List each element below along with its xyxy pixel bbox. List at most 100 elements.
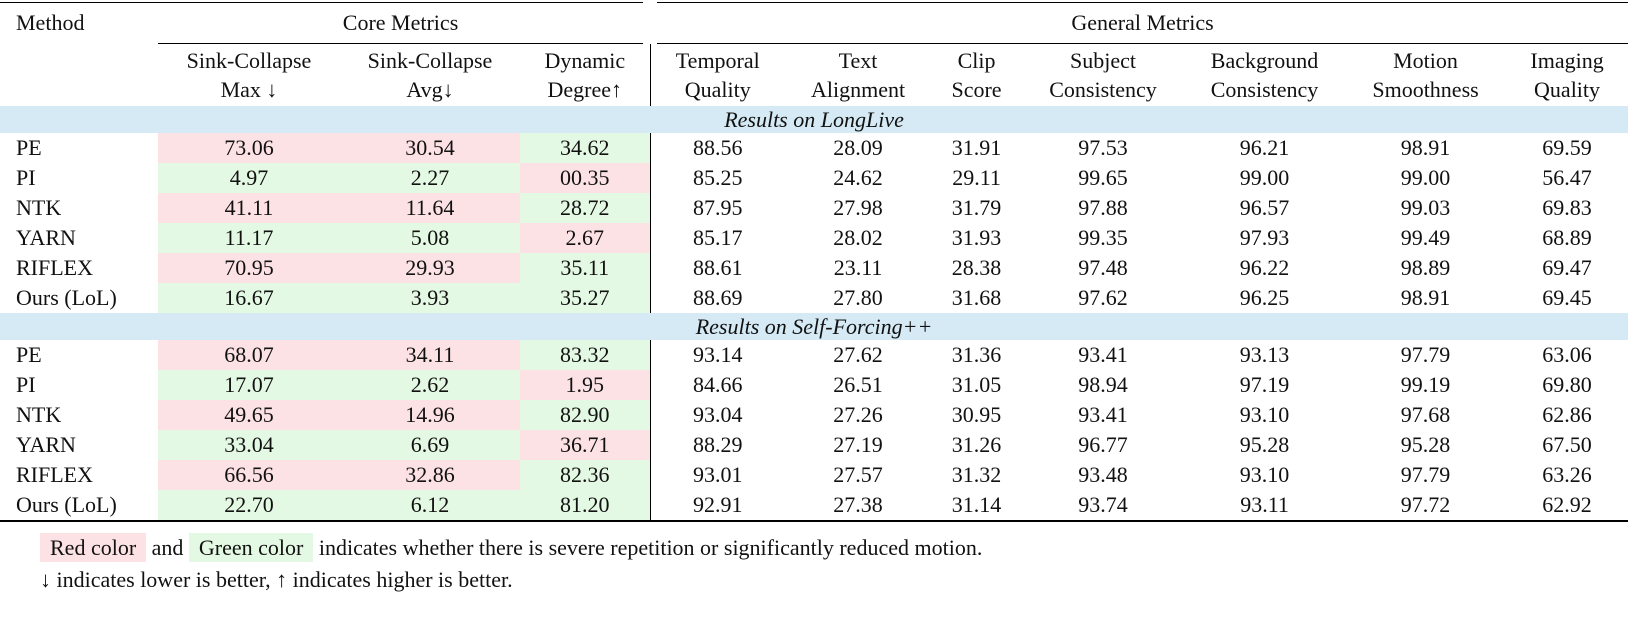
data-row: Ours (LoL) 16.67 3.93 35.27 88.69 27.80 31.68 9… xyxy=(0,283,1628,313)
value-cell: 88.29 xyxy=(693,432,743,457)
value-cell: 63.06 xyxy=(1542,342,1592,367)
value-cell: 97.48 xyxy=(1078,255,1128,280)
group-header: General Metrics xyxy=(643,2,1629,44)
value-cell: 16.67 xyxy=(158,283,340,313)
column-header-line: Avg↓ xyxy=(406,77,454,102)
section-title: Results on Self-Forcing++ xyxy=(0,313,1629,340)
method-name: PI xyxy=(16,372,36,397)
value-cell: 88.61 xyxy=(693,255,743,280)
value-cell: 93.74 xyxy=(1078,492,1128,517)
column-header-line: Clip xyxy=(957,48,996,73)
value-cell: 96.25 xyxy=(1239,285,1290,310)
value-cell: 63.26 xyxy=(1542,462,1592,487)
column-header: Sink-Collapse Avg↓ xyxy=(340,44,520,107)
value-cell: 27.57 xyxy=(833,462,883,487)
legend-text: indicates whether there is severe repeti… xyxy=(318,535,983,560)
value-cell: 93.01 xyxy=(693,462,743,487)
value-cell: 28.02 xyxy=(833,225,883,250)
column-header: Imaging Quality xyxy=(1506,44,1628,107)
column-header-line: Consistency xyxy=(1210,77,1319,102)
data-row: RIFLEX 70.95 29.93 35.11 88.61 23.11 28.38 97.4… xyxy=(0,253,1628,283)
value-cell: 23.11 xyxy=(833,255,883,280)
table-body: Method Core Metrics General Metrics Sink-Co… xyxy=(0,2,1629,521)
column-header: Temporal Quality xyxy=(650,44,785,107)
value-cell: 69.47 xyxy=(1542,255,1592,280)
value-cell: 1.95 xyxy=(520,370,651,400)
column-header-row: Sink-Collapse Max ↓ Sink-Collapse Avg↓ Dynam… xyxy=(0,43,1628,107)
value-cell: 31.14 xyxy=(951,492,1002,517)
column-header-line: Sink-Collapse xyxy=(367,48,493,73)
value-cell: 97.53 xyxy=(1078,135,1128,160)
value-cell: 97.72 xyxy=(1400,492,1451,517)
group-header: Core Metrics xyxy=(158,2,651,44)
data-row: NTK 41.11 11.64 28.72 87.95 27.98 31.79 97.88 96… xyxy=(0,193,1628,223)
value-cell: 97.79 xyxy=(1400,342,1451,367)
method-name: Ours (LoL) xyxy=(16,492,117,517)
value-cell: 31.93 xyxy=(951,225,1002,250)
value-cell: 6.69 xyxy=(340,430,520,460)
value-cell: 26.51 xyxy=(833,372,883,397)
column-header-line: Alignment xyxy=(810,77,906,102)
data-row: RIFLEX 66.56 32.86 82.36 93.01 27.57 31.32 93.4… xyxy=(0,460,1628,490)
green-legend: Green color xyxy=(188,533,314,562)
column-header-line: Temporal xyxy=(675,48,760,73)
value-cell: 97.79 xyxy=(1400,462,1451,487)
value-cell: 99.49 xyxy=(1400,225,1451,250)
arrow-note: ↓ indicates lower is better, ↑ indicates… xyxy=(40,567,513,592)
legend-and: and xyxy=(151,535,184,560)
value-cell: 35.27 xyxy=(520,283,651,313)
column-header-line: Dynamic xyxy=(544,48,626,73)
value-cell: 31.05 xyxy=(951,372,1002,397)
value-cell: 31.79 xyxy=(951,195,1002,220)
value-cell: 31.26 xyxy=(951,432,1002,457)
value-cell: 28.09 xyxy=(833,135,883,160)
value-cell: 68.07 xyxy=(158,340,340,370)
data-row: YARN 33.04 6.69 36.71 88.29 27.19 31.26 96.77 95… xyxy=(0,430,1628,460)
value-cell: 11.17 xyxy=(158,223,340,253)
data-row: PE 73.06 30.54 34.62 88.56 28.09 31.91 97.53 96.… xyxy=(0,133,1628,163)
legend-line: Red color and Green color indicates whet… xyxy=(40,532,1630,564)
value-cell: 28.72 xyxy=(520,193,651,223)
value-cell: 31.36 xyxy=(951,342,1002,367)
value-cell: 99.19 xyxy=(1400,372,1451,397)
value-cell: 5.08 xyxy=(340,223,520,253)
value-cell: 70.95 xyxy=(158,253,340,283)
method-name: PE xyxy=(16,135,42,160)
value-cell: 28.38 xyxy=(951,255,1002,280)
value-cell: 62.86 xyxy=(1542,402,1592,427)
value-cell: 41.11 xyxy=(158,193,340,223)
column-header-line: Score xyxy=(951,77,1002,102)
data-row: Ours (LoL) 22.70 6.12 81.20 92.91 27.38 31.14 9… xyxy=(0,490,1628,521)
column-header-line: Quality xyxy=(1534,77,1601,102)
value-cell: 93.10 xyxy=(1239,402,1290,427)
value-cell: 93.13 xyxy=(1239,342,1290,367)
value-cell: 34.62 xyxy=(520,133,651,163)
value-cell: 30.95 xyxy=(951,402,1002,427)
value-cell: 27.26 xyxy=(833,402,883,427)
value-cell: 32.86 xyxy=(340,460,520,490)
value-cell: 24.62 xyxy=(833,165,883,190)
value-cell: 31.68 xyxy=(951,285,1002,310)
value-cell: 88.56 xyxy=(693,135,743,160)
value-cell: 82.36 xyxy=(520,460,651,490)
value-cell: 69.45 xyxy=(1542,285,1592,310)
method-name: NTK xyxy=(16,402,62,427)
method-name: YARN xyxy=(16,432,76,457)
value-cell: 68.89 xyxy=(1542,225,1592,250)
column-header: Text Alignment xyxy=(785,44,931,107)
data-row: PI 17.07 2.62 1.95 84.66 26.51 31.05 98.94 97.19… xyxy=(0,370,1628,400)
column-header-line: Consistency xyxy=(1049,77,1157,102)
value-cell: 96.21 xyxy=(1239,135,1290,160)
column-header: Dynamic Degree↑ xyxy=(520,43,651,106)
column-header: Subject Consistency xyxy=(1022,44,1184,107)
value-cell: 69.59 xyxy=(1542,135,1592,160)
value-cell: 33.04 xyxy=(158,430,340,460)
value-cell: 27.38 xyxy=(833,492,883,517)
value-cell: 99.00 xyxy=(1239,165,1290,190)
method-name: RIFLEX xyxy=(16,462,93,487)
method-name: NTK xyxy=(16,195,62,220)
column-header: Motion Smoothness xyxy=(1345,44,1506,107)
value-cell: 85.25 xyxy=(693,165,743,190)
value-cell: 6.12 xyxy=(340,490,520,521)
